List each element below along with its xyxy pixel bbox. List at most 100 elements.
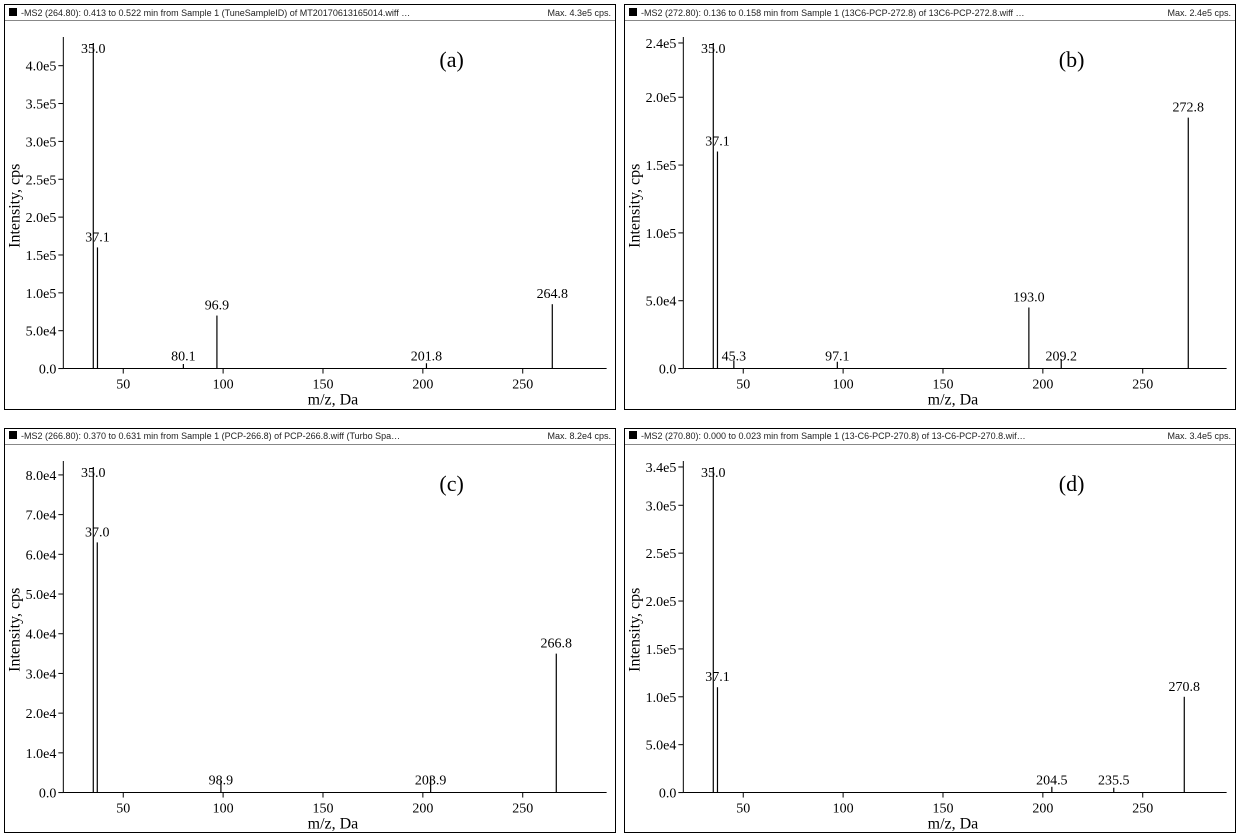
panel-c-header: -MS2 (266.80): 0.370 to 0.631 min from S…: [5, 429, 615, 445]
peak-label: 97.1: [825, 350, 849, 365]
ytick-label: 0.0: [39, 363, 56, 378]
xtick-label: 200: [412, 378, 433, 393]
sample-icon: [629, 8, 637, 16]
xtick-label: 100: [213, 801, 234, 816]
ytick-label: 4.0e5: [26, 60, 57, 75]
xtick-label: 50: [736, 801, 750, 816]
panel-d-plot: 0.05.0e41.0e51.5e52.0e52.5e53.0e53.4e550…: [625, 445, 1235, 833]
ytick-label: 4.0e4: [26, 627, 57, 642]
peak-label: 35.0: [701, 42, 725, 57]
ytick-label: 5.0e4: [646, 295, 677, 310]
ytick-label: 1.0e5: [646, 227, 677, 242]
peak-label: 37.1: [85, 230, 109, 245]
peak-label: 98.9: [209, 773, 233, 788]
peak-label: 80.1: [171, 350, 195, 365]
ytick-label: 3.0e5: [26, 135, 57, 150]
xtick-label: 150: [933, 801, 954, 816]
ytick-label: 3.5e5: [26, 98, 57, 113]
ytick-label: 3.0e4: [26, 667, 57, 682]
ytick-label: 1.5e5: [646, 159, 677, 174]
y-axis-label: Intensity, cps: [626, 587, 643, 671]
header-left: -MS2 (264.80): 0.413 to 0.522 min from S…: [9, 8, 410, 18]
ytick-label: 5.0e4: [26, 588, 57, 603]
peak-label: 35.0: [81, 42, 105, 57]
panel-d-header: -MS2 (270.80): 0.000 to 0.023 min from S…: [625, 429, 1235, 445]
xtick-label: 150: [933, 378, 954, 393]
panel-c: -MS2 (266.80): 0.370 to 0.631 min from S…: [4, 428, 616, 834]
ytick-label: 3.4e5: [646, 460, 677, 475]
peak-label: 37.1: [705, 670, 729, 685]
sample-icon: [9, 8, 17, 16]
header-right: Max. 8.2e4 cps.: [547, 431, 611, 441]
panel-b-plot: 0.05.0e41.0e51.5e52.0e52.4e5501001502002…: [625, 21, 1235, 409]
peak-label: 45.3: [722, 350, 746, 365]
xtick-label: 200: [1032, 378, 1053, 393]
ytick-label: 1.0e4: [26, 746, 57, 761]
panel-d-svg: 0.05.0e41.0e51.5e52.0e52.5e53.0e53.4e550…: [625, 445, 1235, 833]
xtick-label: 200: [1032, 801, 1053, 816]
header-right: Max. 3.4e5 cps.: [1167, 431, 1231, 441]
header-left: -MS2 (272.80): 0.136 to 0.158 min from S…: [629, 8, 1025, 18]
xtick-label: 50: [116, 378, 130, 393]
ytick-label: 0.0: [659, 786, 676, 801]
xtick-label: 250: [512, 801, 533, 816]
y-axis-label: Intensity, cps: [626, 164, 643, 248]
panel-b: -MS2 (272.80): 0.136 to 0.158 min from S…: [624, 4, 1236, 410]
ytick-label: 2.0e5: [646, 91, 677, 106]
header-right: Max. 4.3e5 cps.: [547, 8, 611, 18]
panel-letter: (a): [439, 47, 463, 72]
peak-label: 270.8: [1169, 679, 1200, 694]
peak-label: 201.8: [411, 350, 442, 365]
peak-label: 96.9: [205, 299, 229, 314]
xtick-label: 50: [116, 801, 130, 816]
ytick-label: 1.0e5: [646, 690, 677, 705]
peak-label: 203.9: [415, 773, 446, 788]
peak-label: 264.8: [537, 287, 568, 302]
ytick-label: 6.0e4: [26, 548, 57, 563]
xtick-label: 100: [833, 801, 854, 816]
panel-a: -MS2 (264.80): 0.413 to 0.522 min from S…: [4, 4, 616, 410]
header-left: -MS2 (266.80): 0.370 to 0.631 min from S…: [9, 431, 400, 441]
panel-letter: (b): [1059, 47, 1085, 72]
panel-b-header: -MS2 (272.80): 0.136 to 0.158 min from S…: [625, 5, 1235, 21]
ytick-label: 2.0e5: [646, 595, 677, 610]
x-axis-label: m/z, Da: [308, 392, 359, 409]
header-left-text: -MS2 (264.80): 0.413 to 0.522 min from S…: [21, 8, 410, 18]
peak-label: 204.5: [1036, 773, 1067, 788]
ytick-label: 2.4e5: [646, 37, 677, 52]
panel-a-plot: 0.05.0e41.0e51.5e52.0e52.5e53.0e53.5e54.…: [5, 21, 615, 409]
header-left-text: -MS2 (270.80): 0.000 to 0.023 min from S…: [641, 431, 1026, 441]
ytick-label: 2.5e5: [26, 173, 57, 188]
xtick-label: 100: [833, 378, 854, 393]
peak-label: 266.8: [541, 636, 572, 651]
panel-b-svg: 0.05.0e41.0e51.5e52.0e52.4e5501001502002…: [625, 21, 1235, 409]
peak-label: 272.8: [1173, 101, 1204, 116]
ytick-label: 5.0e4: [26, 325, 57, 340]
ytick-label: 0.0: [39, 786, 56, 801]
x-axis-label: m/z, Da: [928, 815, 979, 832]
panel-letter: (d): [1059, 470, 1085, 495]
panel-d: -MS2 (270.80): 0.000 to 0.023 min from S…: [624, 428, 1236, 834]
peak-label: 37.0: [85, 525, 109, 540]
sample-icon: [629, 431, 637, 439]
xtick-label: 250: [1132, 801, 1153, 816]
x-axis-label: m/z, Da: [308, 815, 359, 832]
panel-c-plot: 0.01.0e42.0e43.0e44.0e45.0e46.0e47.0e48.…: [5, 445, 615, 833]
ytick-label: 2.0e4: [26, 707, 57, 722]
ytick-label: 1.0e5: [26, 287, 57, 302]
ytick-label: 2.0e5: [26, 211, 57, 226]
header-left-text: -MS2 (272.80): 0.136 to 0.158 min from S…: [641, 8, 1025, 18]
panel-a-header: -MS2 (264.80): 0.413 to 0.522 min from S…: [5, 5, 615, 21]
panel-c-svg: 0.01.0e42.0e43.0e44.0e45.0e46.0e47.0e48.…: [5, 445, 615, 833]
x-axis-label: m/z, Da: [928, 392, 979, 409]
figure-grid: -MS2 (264.80): 0.413 to 0.522 min from S…: [0, 0, 1240, 837]
y-axis-label: Intensity, cps: [6, 164, 23, 248]
ytick-label: 7.0e4: [26, 508, 57, 523]
sample-icon: [9, 431, 17, 439]
header-left: -MS2 (270.80): 0.000 to 0.023 min from S…: [629, 431, 1026, 441]
ytick-label: 3.0e5: [646, 499, 677, 514]
peak-label: 209.2: [1046, 350, 1077, 365]
y-axis-label: Intensity, cps: [6, 587, 23, 671]
peak-label: 35.0: [701, 465, 725, 480]
header-right: Max. 2.4e5 cps.: [1167, 8, 1231, 18]
